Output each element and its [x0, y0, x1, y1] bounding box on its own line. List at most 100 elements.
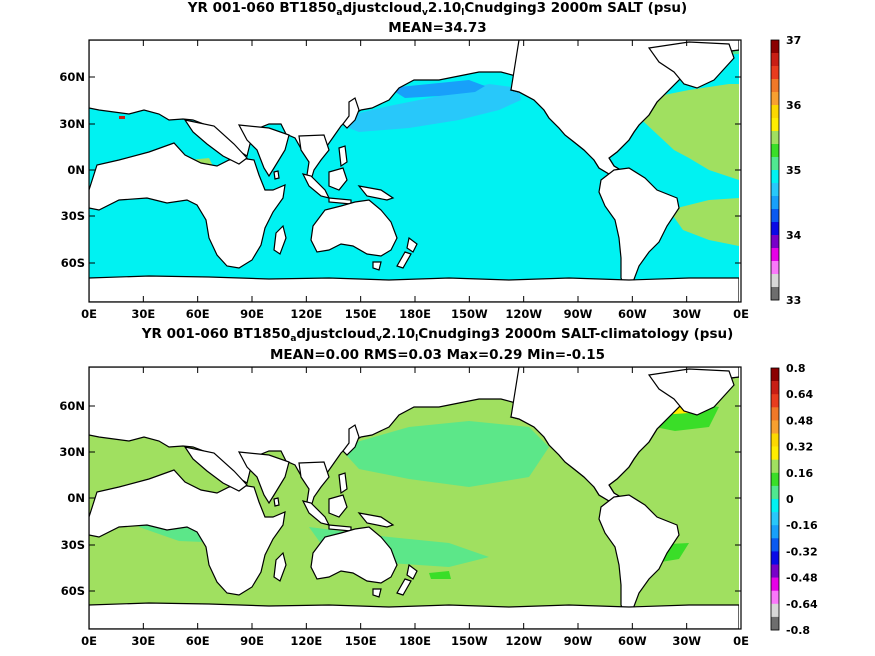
- colorbar-swatch: [771, 248, 779, 262]
- x-tick-label: 180E: [399, 634, 431, 648]
- colorbar-swatch: [771, 381, 779, 395]
- top-salty-south-atlantic: [669, 198, 739, 246]
- top-map: [89, 40, 739, 302]
- top-fresh-north-pacific: [329, 84, 521, 132]
- colorbar-swatch: [771, 235, 779, 249]
- colorbar-swatch: [771, 472, 779, 487]
- x-tick-label: 0E: [81, 307, 97, 321]
- colorbar-label: 0.32: [786, 441, 813, 454]
- colorbar-swatch: [771, 564, 779, 578]
- y-tick-label: 0N: [67, 491, 85, 505]
- x-tick-label: 60E: [186, 307, 210, 321]
- colorbar-swatch: [771, 433, 779, 447]
- colorbar-label: 35: [786, 164, 801, 177]
- colorbar-swatch: [771, 131, 779, 145]
- colorbar-swatch: [771, 368, 779, 382]
- bottom-pacific-near-zero: [339, 421, 549, 487]
- colorbar-swatch: [771, 590, 779, 605]
- colorbar-swatch: [771, 209, 779, 223]
- x-tick-label: 150E: [345, 634, 377, 648]
- colorbar-swatch: [771, 459, 779, 474]
- colorbar-swatch: [771, 420, 779, 434]
- colorbar-swatch: [771, 616, 779, 631]
- colorbar-swatch: [771, 40, 779, 54]
- colorbar-label: 0.64: [786, 388, 813, 401]
- colorbar-swatch: [771, 261, 779, 275]
- x-tick-label: 60W: [618, 307, 647, 321]
- x-tick-label: 120E: [290, 307, 322, 321]
- bottom-map: [89, 367, 739, 629]
- colorbar-label: 0: [786, 493, 794, 506]
- colorbar-swatch: [771, 157, 779, 171]
- colorbar-label: 0.48: [786, 414, 813, 427]
- colorbar-swatch: [771, 407, 779, 421]
- colorbar-swatch: [771, 183, 779, 197]
- colorbar-swatch: [771, 551, 779, 565]
- y-tick-label: 60S: [61, 256, 85, 270]
- colorbar-label: -0.48: [786, 572, 818, 585]
- colorbar-swatch: [771, 274, 779, 288]
- colorbar-label: 34: [786, 229, 802, 242]
- colorbar-swatch: [771, 170, 779, 184]
- x-tick-label: 120W: [505, 307, 542, 321]
- colorbar-swatch: [771, 499, 779, 513]
- colorbar-label: 33: [786, 294, 801, 307]
- x-tick-label: 120E: [290, 634, 322, 648]
- x-tick-label: 180E: [399, 307, 431, 321]
- x-tick-label: 30W: [672, 307, 701, 321]
- y-tick-label: 60S: [61, 584, 85, 598]
- colorbar-label: -0.16: [786, 519, 818, 532]
- y-tick-label: 30N: [59, 117, 85, 131]
- colorbar-swatch: [771, 446, 779, 460]
- colorbar-swatch: [771, 525, 779, 539]
- colorbar-swatch: [771, 222, 779, 236]
- colorbar-label: -0.32: [786, 545, 818, 558]
- bottom-colorbar: 0.8 0.64 0.48 0.32 0.16 0 -0.16 -0.32 -0.48 -0.64…: [770, 362, 818, 637]
- top-mediterranean-spot: [119, 116, 125, 119]
- x-tick-label: 90W: [564, 307, 593, 321]
- colorbar-swatch: [771, 287, 779, 301]
- x-tick-label: 0E: [81, 634, 97, 648]
- bottom-panel-subtitle: MEAN=0.00 RMS=0.03 Max=0.29 Min=-0.15: [269, 347, 606, 363]
- x-tick-label: 90E: [240, 634, 264, 648]
- colorbar-label: 36: [786, 99, 802, 112]
- x-tick-label: 30W: [672, 634, 701, 648]
- top-panel-title: YR 001-060 BT1850adjustcloudv2.10lCnudgi…: [187, 0, 688, 18]
- x-tick-label: 0E: [733, 634, 749, 648]
- y-tick-label: 0N: [67, 163, 85, 177]
- y-tick-label: 30S: [61, 538, 85, 552]
- y-tick-label: 30S: [61, 209, 85, 223]
- colorbar-label: 0.8: [786, 362, 806, 375]
- y-tick-label: 30N: [59, 445, 85, 459]
- colorbar-label: 0.16: [786, 467, 813, 480]
- x-tick-label: 150W: [451, 634, 488, 648]
- colorbar-swatch: [771, 485, 779, 500]
- colorbar-frame: [770, 367, 780, 631]
- top-freshest-north-pacific: [389, 80, 485, 98]
- x-tick-label: 60E: [186, 634, 210, 648]
- colorbar-swatch: [771, 118, 779, 132]
- colorbar-label: 37: [786, 34, 801, 47]
- x-tick-label: 90W: [564, 634, 593, 648]
- x-tick-label: 150W: [451, 307, 488, 321]
- colorbar-label: -0.64: [786, 598, 818, 611]
- y-tick-label: 60N: [59, 399, 85, 413]
- colorbar-swatch: [771, 394, 779, 408]
- x-tick-label: 90E: [240, 307, 264, 321]
- top-colorbar: 37 36 35 34 33: [770, 34, 802, 307]
- colorbar-swatch: [771, 512, 779, 526]
- x-tick-label: 60W: [618, 634, 647, 648]
- colorbar-swatch: [771, 79, 779, 93]
- colorbar-swatch: [771, 603, 779, 618]
- x-tick-label: 30E: [131, 634, 155, 648]
- bottom-positive-south-pacific: [429, 571, 451, 579]
- colorbar-swatch: [771, 105, 779, 119]
- top-axes: 0E 30E 60E 90E 120E 150E 180E 150W 120W 90W 60W 30W…: [59, 40, 749, 321]
- x-tick-label: 120W: [505, 634, 542, 648]
- colorbar-swatch: [771, 144, 779, 158]
- colorbar-swatch: [771, 53, 779, 67]
- colorbar-label: -0.8: [786, 624, 810, 637]
- x-tick-label: 30E: [131, 307, 155, 321]
